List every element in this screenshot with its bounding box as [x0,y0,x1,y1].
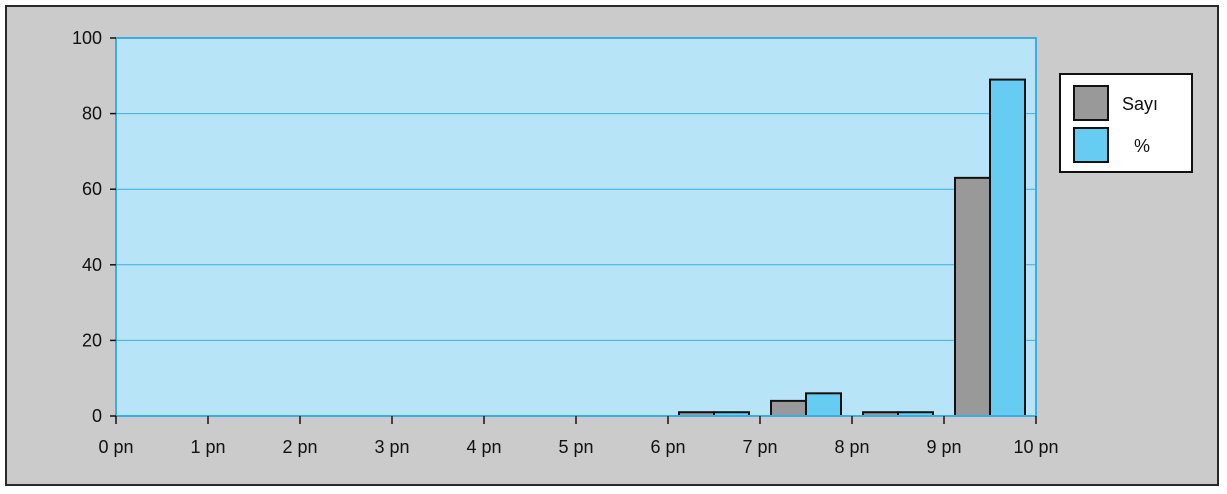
x-tick-label: 5 pn [558,437,593,457]
y-tick-label: 0 [92,406,102,426]
plot-area [115,37,1037,417]
x-tick-label: 6 pn [650,437,685,457]
x-tick-label: 0 pn [98,437,133,457]
x-tick-label: 8 pn [834,437,869,457]
legend-label-percent: % [1134,136,1150,156]
y-axis: 0 20 40 60 80 100 [72,28,117,426]
legend-swatch-sayi [1073,85,1109,121]
bars [678,78,1026,418]
grid-lines [116,113,1036,341]
legend-swatch-percent [1073,127,1109,163]
x-tick-label: 4 pn [466,437,501,457]
x-tick-label: 10 pn [1013,437,1058,457]
x-tick-label: 9 pn [926,437,961,457]
bar-sayi-7-8 [770,399,807,418]
legend-label-sayi: Sayı [1122,94,1158,114]
x-tick-label: 1 pn [190,437,225,457]
x-tick-label: 7 pn [742,437,777,457]
x-tick-label: 2 pn [282,437,317,457]
bar-sayi-9-10 [954,176,991,417]
y-tick-label: 60 [82,179,102,199]
bar-percent-7-8 [805,392,842,418]
y-tick-label: 80 [82,104,102,124]
x-tick-label: 3 pn [374,437,409,457]
y-tick-label: 40 [82,255,102,275]
legend: Sayı % [1059,73,1193,173]
y-tick-label: 20 [82,330,102,350]
y-tick-label: 100 [72,28,102,48]
bar-percent-9-10 [989,78,1026,418]
x-axis: 0 pn 1 pn 2 pn 3 pn 4 pn 5 pn 6 pn 7 pn 8 pn 9 pn… [98,416,1059,457]
